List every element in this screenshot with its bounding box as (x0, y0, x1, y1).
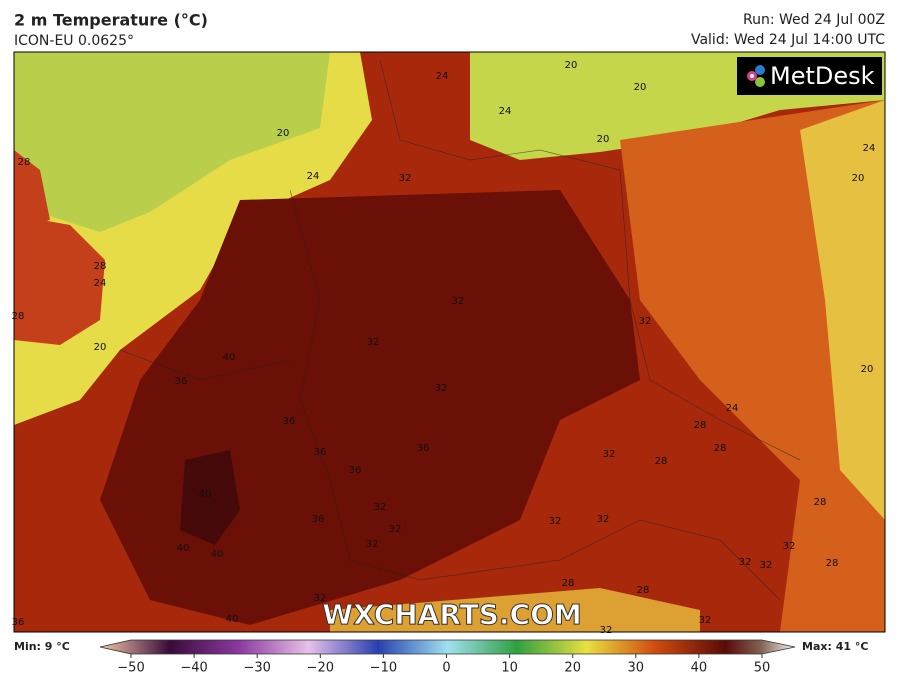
east-light (800, 100, 885, 520)
contour-label: 20 (861, 364, 874, 375)
contour-label: 24 (94, 278, 107, 289)
contour-label: 32 (366, 539, 379, 550)
contour-label: 32 (639, 316, 652, 327)
contour-label: 28 (826, 558, 839, 569)
contour-label: 32 (699, 615, 712, 626)
contour-label: 36 (175, 376, 188, 387)
contour-label: 20 (634, 82, 647, 93)
contour-label: 36 (417, 443, 430, 454)
alps (330, 588, 700, 632)
colorbar-tick-label: −30 (243, 661, 270, 676)
contour-label: 32 (783, 541, 796, 552)
contour-label: 20 (565, 60, 578, 71)
title: 2 m Temperature (°C) (14, 11, 208, 30)
contour-label: 28 (562, 578, 575, 589)
colorbar-tick-label: 50 (754, 661, 771, 676)
contour-label: 32 (389, 524, 402, 535)
colorbar-tick-label: −50 (117, 661, 144, 676)
contour-label: 40 (223, 352, 236, 363)
contour-label: 32 (549, 516, 562, 527)
valid: Valid: Wed 24 Jul 14:00 UTC (691, 32, 885, 48)
map-frame (13, 51, 886, 633)
hot-spot (180, 450, 240, 545)
contour-label: 28 (655, 456, 668, 467)
contour-label: 32 (603, 449, 616, 460)
contour-label: 36 (314, 447, 327, 458)
colorbar-tick-label: −40 (180, 661, 207, 676)
ireland (14, 150, 50, 230)
contour-label: 32 (314, 593, 327, 604)
colorbar-tick-label: −20 (307, 661, 334, 676)
contour-label: 24 (499, 106, 512, 117)
contour-label: 32 (374, 502, 387, 513)
borders (119, 59, 801, 601)
contour-label: 32 (739, 557, 752, 568)
model: ICON-EU 0.0625° (14, 33, 134, 49)
contour-label: 28 (694, 420, 707, 431)
contour-label: 36 (12, 617, 25, 628)
colorbar-tick-label: 40 (691, 661, 708, 676)
contour-label: 24 (436, 71, 449, 82)
colorbar-tick-label: −10 (370, 661, 397, 676)
contour-label: 24 (307, 171, 320, 182)
contour-label: 36 (312, 514, 325, 525)
contour-label: 24 (726, 403, 739, 414)
contour-label: 40 (199, 489, 212, 500)
max-label: Max: 41 °C (802, 640, 868, 653)
contour-label: 36 (349, 465, 362, 476)
contour-label: 28 (814, 497, 827, 508)
contour-label: 20 (852, 173, 865, 184)
contour-label: 28 (12, 311, 25, 322)
colorbar (99, 639, 796, 655)
contour-label: 20 (597, 134, 610, 145)
contour-label: 32 (760, 560, 773, 571)
contour-label: 24 (863, 143, 876, 154)
contour-label: 28 (94, 261, 107, 272)
colorbar-tick-label: 0 (442, 661, 450, 676)
contour-label: 40 (211, 549, 224, 560)
contour-label: 32 (435, 383, 448, 394)
colorbar-tick-label: 30 (628, 661, 645, 676)
colorbar-tick-label: 10 (501, 661, 518, 676)
logo-box (737, 57, 882, 95)
contour-label: 32 (452, 296, 465, 307)
sea-north (14, 52, 330, 232)
contour-label: 40 (226, 614, 239, 625)
england (14, 215, 105, 345)
contour-label: 28 (18, 157, 31, 168)
map (14, 52, 885, 632)
colorbar-ticks: −50 −40 −30 −20 −10 0 10 20 30 40 50 (117, 654, 770, 676)
contour-label: 32 (600, 625, 613, 636)
contour-label: 36 (283, 416, 296, 427)
contour-label: 28 (714, 443, 727, 454)
run: Run: Wed 24 Jul 00Z (743, 12, 885, 28)
contour-label: 28 (637, 585, 650, 596)
logo: MetDesk (770, 62, 875, 90)
contour-label: 32 (399, 173, 412, 184)
contour-label: 32 (597, 514, 610, 525)
logo-icon (747, 65, 765, 87)
contour-label: 20 (277, 128, 290, 139)
contour-label: 32 (367, 337, 380, 348)
contour-label: 20 (94, 342, 107, 353)
contour-label: 40 (177, 543, 190, 554)
colorbar-tick-label: 20 (564, 661, 581, 676)
min-label: Min: 9 °C (14, 640, 70, 653)
watermark: WXCHARTS.COM (322, 598, 582, 631)
